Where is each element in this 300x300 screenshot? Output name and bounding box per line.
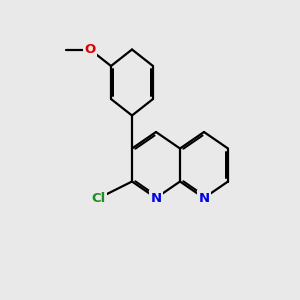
Text: N: N	[198, 191, 210, 205]
Text: Cl: Cl	[92, 191, 106, 205]
Text: O: O	[84, 43, 96, 56]
Text: N: N	[150, 191, 162, 205]
